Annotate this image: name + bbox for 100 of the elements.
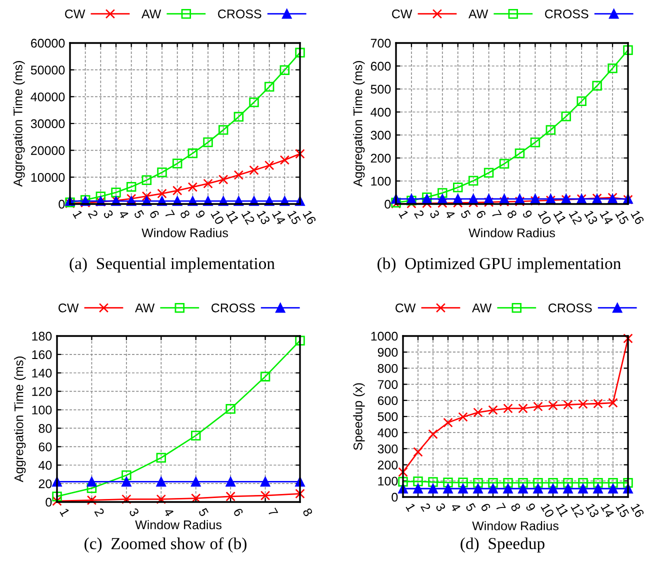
y-axis-title: Aggregation Time (ms) bbox=[14, 356, 26, 482]
x-tick-label: 15 bbox=[616, 502, 630, 518]
x-tick-label: 8 bbox=[506, 209, 518, 219]
x-axis-title: Window Radius bbox=[142, 228, 228, 238]
y-tick-label: 400 bbox=[370, 108, 391, 117]
text: (d) Speedup bbox=[460, 537, 544, 553]
y-tick-label: 200 bbox=[378, 460, 398, 470]
x-tick-label: 1 bbox=[406, 502, 416, 512]
text: (a) Sequential implementation bbox=[70, 257, 275, 273]
y-tick-label: 300 bbox=[378, 444, 398, 454]
y-tick-label: 600 bbox=[378, 396, 398, 406]
x-tick-label: 1 bbox=[60, 508, 70, 517]
legend-label: AW bbox=[468, 10, 488, 18]
x-tick-label: 5 bbox=[198, 508, 209, 518]
x-tick-label: 3 bbox=[103, 209, 114, 219]
x-tick-label: 5 bbox=[134, 210, 144, 220]
x-tick-label: 7 bbox=[496, 502, 506, 512]
y-tick-label: 40 bbox=[38, 460, 52, 470]
y-tick-label: 400 bbox=[378, 428, 398, 438]
x-tick-label: 1 bbox=[398, 210, 409, 219]
y-tick-label: 80 bbox=[38, 424, 52, 433]
y-tick-label: 100 bbox=[32, 406, 52, 414]
x-tick-label: 4 bbox=[444, 209, 456, 220]
x-tick-label: 3 bbox=[429, 209, 440, 219]
x-tick-label: 14 bbox=[272, 210, 286, 226]
x-tick-label: 6 bbox=[476, 210, 486, 219]
x-tick-label: 6 bbox=[149, 210, 160, 219]
x-tick-label: 16 bbox=[302, 210, 316, 226]
x-axis-title: Window Radius bbox=[472, 521, 558, 530]
text: (c) Zoomed show of (b) bbox=[84, 537, 246, 553]
y-tick-label: 0 bbox=[46, 498, 52, 507]
y-axis-title: Aggregation Time (ms) bbox=[353, 61, 365, 187]
x-tick-label: 4 bbox=[118, 209, 129, 220]
x-tick-label: 9 bbox=[522, 210, 533, 219]
y-tick-label: 60000 bbox=[31, 38, 65, 48]
y-tick-label: 100 bbox=[378, 476, 398, 486]
y-tick-label: 100 bbox=[371, 176, 391, 186]
legend-label: CROSS bbox=[218, 10, 262, 18]
x-tick-label: 2 bbox=[88, 210, 98, 219]
legend-label: AW bbox=[472, 304, 492, 312]
y-tick-label: 0 bbox=[384, 200, 391, 209]
legend-label: CW bbox=[392, 10, 412, 18]
y-tick-label: 500 bbox=[378, 412, 398, 422]
x-tick-label: 2 bbox=[94, 508, 105, 517]
y-tick-label: 10000 bbox=[31, 172, 65, 182]
x-tick-label: 9 bbox=[525, 502, 536, 512]
y-tick-label: 20 bbox=[38, 479, 52, 488]
y-tick-label: 600 bbox=[370, 62, 391, 71]
x-tick-label: 6 bbox=[233, 508, 244, 517]
x-tick-label: 5 bbox=[465, 502, 476, 512]
y-tick-label: 60 bbox=[38, 442, 52, 452]
y-tick-label: 30000 bbox=[30, 119, 65, 128]
x-tick-label: 11 bbox=[556, 502, 569, 518]
x-tick-label: 13 bbox=[584, 210, 598, 226]
x-tick-label: 11 bbox=[226, 210, 240, 224]
legend-label: CW bbox=[65, 10, 86, 18]
y-tick-label: 800 bbox=[378, 364, 398, 373]
legend-label: CW bbox=[396, 304, 416, 312]
x-tick-label: 12 bbox=[570, 502, 584, 518]
x-tick-label: 7 bbox=[491, 210, 502, 219]
y-tick-label: 700 bbox=[370, 38, 391, 48]
y-axis-title: Speedup (x) bbox=[353, 383, 365, 450]
y-tick-label: 900 bbox=[378, 348, 398, 357]
x-tick-label: 14 bbox=[600, 502, 614, 518]
x-tick-label: 11 bbox=[553, 210, 567, 224]
legend-label: CROSS bbox=[212, 304, 255, 312]
x-tick-label: 2 bbox=[420, 502, 431, 512]
x-tick-label: 7 bbox=[268, 508, 278, 517]
x-tick-label: 7 bbox=[164, 210, 175, 219]
x-tick-label: 3 bbox=[435, 502, 446, 512]
x-tick-label: 10 bbox=[540, 502, 555, 518]
legend-label: CROSS bbox=[548, 304, 592, 312]
x-tick-label: 3 bbox=[128, 507, 140, 517]
x-tick-label: 12 bbox=[241, 210, 256, 225]
x-axis-title: Window Radius bbox=[468, 228, 555, 238]
x-tick-label: 6 bbox=[480, 502, 492, 512]
x-tick-label: 10 bbox=[210, 210, 225, 226]
y-tick-label: 0 bbox=[58, 200, 65, 209]
x-tick-label: 13 bbox=[256, 210, 270, 226]
x-tick-label: 8 bbox=[302, 507, 314, 517]
y-tick-label: 140 bbox=[32, 368, 52, 378]
y-tick-label: 120 bbox=[32, 387, 52, 396]
x-tick-label: 14 bbox=[600, 210, 614, 226]
y-tick-label: 180 bbox=[32, 332, 52, 341]
y-tick-label: 20000 bbox=[31, 146, 65, 155]
x-tick-label: 15 bbox=[615, 210, 629, 226]
legend-label: CROSS bbox=[545, 10, 588, 18]
x-tick-label: 16 bbox=[630, 210, 644, 226]
y-axis-title: Aggregation Time (ms) bbox=[13, 61, 25, 187]
y-tick-label: 300 bbox=[370, 130, 391, 140]
x-tick-label: 13 bbox=[586, 502, 600, 518]
x-axis-title: Window Radius bbox=[135, 520, 222, 530]
legend-label: AW bbox=[135, 304, 155, 312]
x-tick-label: 16 bbox=[630, 502, 644, 518]
x-tick-label: 9 bbox=[195, 210, 206, 219]
y-tick-label: 700 bbox=[378, 380, 398, 389]
legend-label: AW bbox=[142, 10, 162, 18]
y-tick-label: 1000 bbox=[371, 332, 398, 341]
legend-label: CW bbox=[58, 304, 79, 312]
x-tick-label: 8 bbox=[510, 502, 522, 512]
